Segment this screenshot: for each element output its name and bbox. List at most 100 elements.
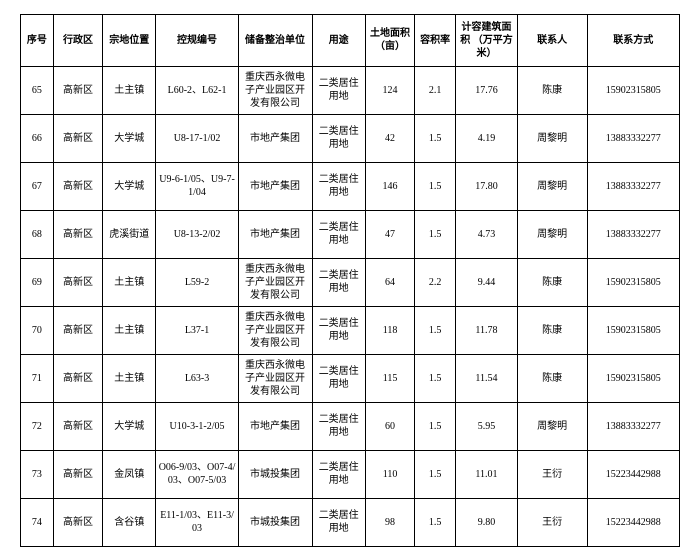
cell-area: 64 <box>365 258 414 306</box>
cell-district: 高新区 <box>53 498 102 546</box>
col-contact: 联系人 <box>517 14 587 66</box>
cell-far: 1.5 <box>415 210 456 258</box>
cell-area: 118 <box>365 306 414 354</box>
cell-phone: 15902315805 <box>587 306 679 354</box>
cell-location: 虎溪街道 <box>103 210 156 258</box>
cell-use: 二类居住用地 <box>312 450 365 498</box>
cell-location: 土主镇 <box>103 354 156 402</box>
cell-district: 高新区 <box>53 162 102 210</box>
cell-seq: 69 <box>21 258 54 306</box>
cell-seq: 70 <box>21 306 54 354</box>
cell-district: 高新区 <box>53 258 102 306</box>
cell-use: 二类居住用地 <box>312 402 365 450</box>
col-location: 宗地位置 <box>103 14 156 66</box>
cell-district: 高新区 <box>53 450 102 498</box>
cell-use: 二类居住用地 <box>312 114 365 162</box>
col-district: 行政区 <box>53 14 102 66</box>
cell-seq: 65 <box>21 66 54 114</box>
cell-unit: 市地产集团 <box>238 210 312 258</box>
cell-seq: 72 <box>21 402 54 450</box>
cell-location: 土主镇 <box>103 258 156 306</box>
col-bld: 计容建筑面积 （万平方米） <box>456 14 518 66</box>
cell-phone: 15902315805 <box>587 354 679 402</box>
cell-unit: 重庆西永微电子产业园区开发有限公司 <box>238 354 312 402</box>
cell-seq: 67 <box>21 162 54 210</box>
table-row: 71高新区土主镇L63-3重庆西永微电子产业园区开发有限公司二类居住用地115 1… <box>21 354 680 402</box>
table-row: 67高新区大学城U9-6-1/05、U9-7-1/04市地产集团二类居住用地14… <box>21 162 680 210</box>
cell-far: 1.5 <box>415 402 456 450</box>
cell-contact: 陈康 <box>517 354 587 402</box>
cell-unit: 市地产集团 <box>238 402 312 450</box>
cell-contact: 陈康 <box>517 306 587 354</box>
cell-far: 1.5 <box>415 306 456 354</box>
cell-unit: 市地产集团 <box>238 114 312 162</box>
cell-code: O06-9/03、O07-4/03、O07-5/03 <box>156 450 238 498</box>
cell-use: 二类居住用地 <box>312 306 365 354</box>
cell-seq: 66 <box>21 114 54 162</box>
cell-use: 二类居住用地 <box>312 162 365 210</box>
cell-seq: 68 <box>21 210 54 258</box>
cell-code: U8-17-1/02 <box>156 114 238 162</box>
cell-unit: 市城投集团 <box>238 498 312 546</box>
cell-far: 1.5 <box>415 498 456 546</box>
cell-contact: 周黎明 <box>517 402 587 450</box>
cell-phone: 15223442988 <box>587 498 679 546</box>
cell-contact: 周黎明 <box>517 210 587 258</box>
cell-phone: 13883332277 <box>587 402 679 450</box>
cell-seq: 73 <box>21 450 54 498</box>
cell-use: 二类居住用地 <box>312 354 365 402</box>
cell-location: 金凤镇 <box>103 450 156 498</box>
cell-area: 98 <box>365 498 414 546</box>
cell-code: L37-1 <box>156 306 238 354</box>
land-table-sheet: 序号 行政区 宗地位置 控规编号 储备整治单位 用途 土地面积 （亩） 容积率 … <box>20 14 680 547</box>
cell-area: 47 <box>365 210 414 258</box>
land-table: 序号 行政区 宗地位置 控规编号 储备整治单位 用途 土地面积 （亩） 容积率 … <box>20 14 680 547</box>
cell-far: 1.5 <box>415 450 456 498</box>
table-row: 74高新区含谷镇E11-1/03、E11-3/03市城投集团二类居住用地981.… <box>21 498 680 546</box>
cell-location: 土主镇 <box>103 66 156 114</box>
table-row: 65高新区土主镇L60-2、L62-1重庆西永微电子产业园区开发有限公司二类居住… <box>21 66 680 114</box>
cell-far: 2.1 <box>415 66 456 114</box>
cell-phone: 15902315805 <box>587 66 679 114</box>
cell-unit: 重庆西永微电子产业园区开发有限公司 <box>238 306 312 354</box>
cell-bld: 9.80 <box>456 498 518 546</box>
table-row: 66高新区大学城U8-17-1/02市地产集团二类居住用地421.54.19周黎… <box>21 114 680 162</box>
cell-area: 42 <box>365 114 414 162</box>
cell-code: L63-3 <box>156 354 238 402</box>
cell-contact: 王衍 <box>517 450 587 498</box>
cell-bld: 17.76 <box>456 66 518 114</box>
cell-area: 146 <box>365 162 414 210</box>
cell-code: U9-6-1/05、U9-7-1/04 <box>156 162 238 210</box>
cell-use: 二类居住用地 <box>312 210 365 258</box>
cell-unit: 重庆西永微电子产业园区开发有限公司 <box>238 66 312 114</box>
col-phone: 联系方式 <box>587 14 679 66</box>
cell-district: 高新区 <box>53 354 102 402</box>
cell-phone: 15223442988 <box>587 450 679 498</box>
cell-use: 二类居住用地 <box>312 258 365 306</box>
cell-district: 高新区 <box>53 306 102 354</box>
cell-location: 大学城 <box>103 402 156 450</box>
cell-code: L60-2、L62-1 <box>156 66 238 114</box>
cell-area: 115 <box>365 354 414 402</box>
cell-contact: 陈康 <box>517 258 587 306</box>
cell-bld: 11.01 <box>456 450 518 498</box>
cell-bld: 11.78 <box>456 306 518 354</box>
cell-unit: 市城投集团 <box>238 450 312 498</box>
table-row: 69高新区土主镇L59-2重庆西永微电子产业园区开发有限公司二类居住用地642.… <box>21 258 680 306</box>
col-far: 容积率 <box>415 14 456 66</box>
col-code: 控规编号 <box>156 14 238 66</box>
cell-location: 大学城 <box>103 162 156 210</box>
cell-code: U8-13-2/02 <box>156 210 238 258</box>
cell-bld: 17.80 <box>456 162 518 210</box>
cell-use: 二类居住用地 <box>312 66 365 114</box>
table-row: 68高新区虎溪街道U8-13-2/02市地产集团二类居住用地471.54.73周… <box>21 210 680 258</box>
cell-seq: 71 <box>21 354 54 402</box>
cell-contact: 王衍 <box>517 498 587 546</box>
col-seq: 序号 <box>21 14 54 66</box>
cell-bld: 4.73 <box>456 210 518 258</box>
cell-location: 含谷镇 <box>103 498 156 546</box>
header-row: 序号 行政区 宗地位置 控规编号 储备整治单位 用途 土地面积 （亩） 容积率 … <box>21 14 680 66</box>
cell-far: 1.5 <box>415 114 456 162</box>
cell-area: 110 <box>365 450 414 498</box>
cell-phone: 15902315805 <box>587 258 679 306</box>
